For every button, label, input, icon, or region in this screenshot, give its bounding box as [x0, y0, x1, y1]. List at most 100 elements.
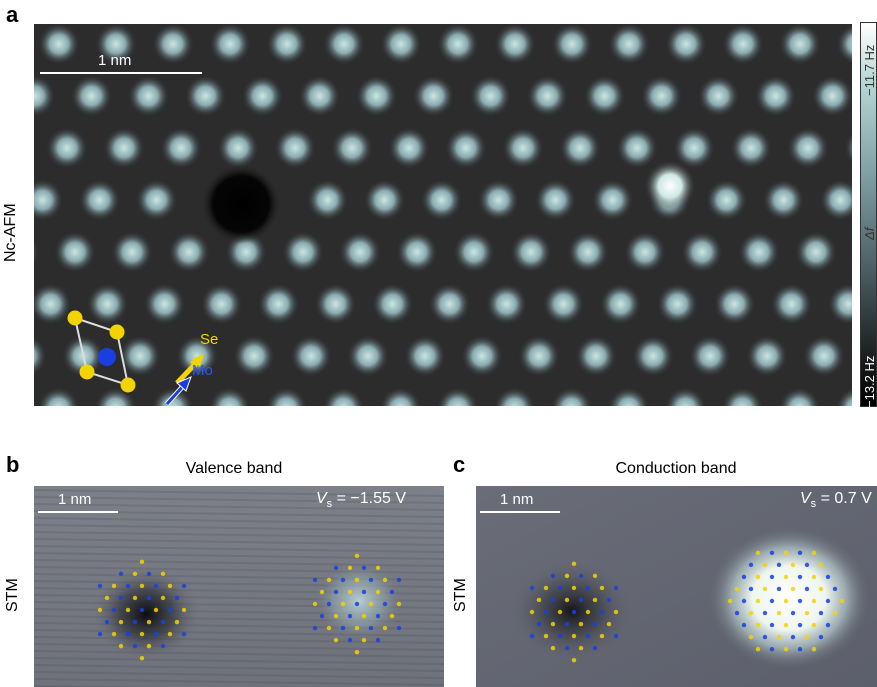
lattice-atom — [640, 75, 683, 117]
mo-atom-marker — [797, 622, 803, 628]
lattice-atom — [835, 387, 852, 406]
mo-atom-marker — [326, 601, 332, 607]
mo-atom-marker — [564, 621, 570, 627]
mo-atom-marker — [312, 625, 318, 631]
mo-atom-marker — [564, 645, 570, 651]
lattice-atom — [34, 75, 56, 117]
scan-line — [34, 552, 444, 560]
mo-atom-marker — [319, 613, 325, 619]
se-atom-marker — [153, 607, 159, 613]
se-atom-marker — [585, 609, 591, 615]
mo-atom-marker — [146, 595, 152, 601]
scan-line — [34, 531, 444, 539]
mo-label: Mo — [192, 362, 213, 379]
mo-atom-marker — [312, 577, 318, 583]
mo-atom-marker — [550, 597, 556, 603]
se-atom-marker — [382, 577, 388, 583]
lattice-atom — [34, 283, 72, 325]
mo-atom-marker — [536, 621, 542, 627]
se-atom-marker — [375, 565, 381, 571]
se-atom-marker — [174, 619, 180, 625]
lattice-atom — [526, 75, 569, 117]
se-atom-marker — [811, 574, 817, 580]
lattice-atom — [779, 24, 821, 65]
panel-a-scale-label: 1 nm — [98, 52, 132, 69]
se-atom-marker — [375, 589, 381, 595]
scan-line — [34, 496, 444, 504]
lattice-atom — [616, 127, 658, 169]
lattice-atom — [551, 24, 593, 65]
colorbar-bottom-label: −13.2 Hz — [862, 355, 877, 408]
se-atom-marker — [571, 657, 577, 663]
panel-c-title: Conduction band — [615, 460, 737, 477]
scan-line — [34, 643, 444, 651]
vacancy-defect — [201, 164, 281, 244]
lattice-atom — [347, 335, 389, 377]
se-atom-marker — [389, 613, 395, 619]
se-atom-marker — [543, 585, 549, 591]
scan-line — [34, 489, 444, 497]
lattice-atom — [485, 283, 528, 325]
panel-c-label: c — [453, 452, 466, 477]
mo-atom-marker — [769, 574, 775, 580]
lattice-atom — [37, 387, 80, 406]
mo-atom-marker — [167, 607, 173, 613]
se-atom-marker — [354, 553, 360, 559]
scan-line — [34, 664, 444, 672]
se-atom-marker — [811, 622, 817, 628]
se-atom-marker — [361, 613, 367, 619]
mo-atom-marker — [354, 601, 360, 607]
mo-atom-marker — [557, 633, 563, 639]
scan-line — [34, 545, 444, 553]
lattice-atom — [420, 179, 463, 221]
lattice-atom — [78, 179, 121, 221]
lattice-atom — [510, 231, 552, 273]
mo-atom-marker — [97, 631, 103, 637]
lattice-atom — [176, 335, 218, 377]
lattice-atom — [844, 131, 852, 165]
lattice-atom — [274, 127, 316, 169]
se-atom-marker — [167, 631, 173, 637]
mo-atom-marker — [132, 619, 138, 625]
lattice-atom — [265, 387, 308, 406]
se-atom-marker — [592, 597, 598, 603]
mo-atom-marker — [153, 631, 159, 637]
lattice-atom — [184, 75, 227, 117]
se-atom-marker — [326, 625, 332, 631]
panel-a-side-label: Nc-AFM — [2, 203, 19, 262]
lattice-atom — [298, 75, 341, 117]
mo-atom-marker — [368, 577, 374, 583]
panel-b-side-label: STM — [4, 578, 21, 612]
mo-atom-marker — [592, 621, 598, 627]
lattice-atom — [836, 24, 852, 65]
se-atom-marker — [727, 598, 733, 604]
lattice-atom — [559, 127, 601, 169]
se-atom-marker — [160, 595, 166, 601]
mo-atom-marker — [340, 625, 346, 631]
se-atom-marker — [354, 649, 360, 655]
se-atom-marker — [118, 643, 124, 649]
lattice-atom — [746, 335, 788, 377]
lattice-atom — [111, 231, 153, 273]
se-atom-marker — [571, 561, 577, 567]
se-atom-marker — [97, 607, 103, 613]
colorbar-top-label: −11.7 Hz — [862, 44, 877, 96]
lattice-atom — [445, 127, 487, 169]
lattice-atom — [436, 387, 479, 406]
se-atom-marker — [783, 550, 789, 556]
se-atom-marker — [613, 609, 619, 615]
lattice-atom — [266, 24, 308, 65]
lattice-atom — [379, 387, 422, 406]
se-atom-marker — [606, 621, 612, 627]
se-atom-marker — [118, 619, 124, 625]
se-atom-marker — [550, 621, 556, 627]
se-atom-marker — [139, 655, 145, 661]
se-atom-marker — [139, 583, 145, 589]
se-atom-marker — [146, 619, 152, 625]
lattice-atom — [607, 387, 650, 406]
lattice-atom — [811, 75, 852, 117]
lattice-atom — [46, 127, 88, 169]
mo-atom-marker — [832, 586, 838, 592]
panel-c-scale-bar — [480, 511, 560, 513]
lattice-atom — [608, 24, 650, 65]
